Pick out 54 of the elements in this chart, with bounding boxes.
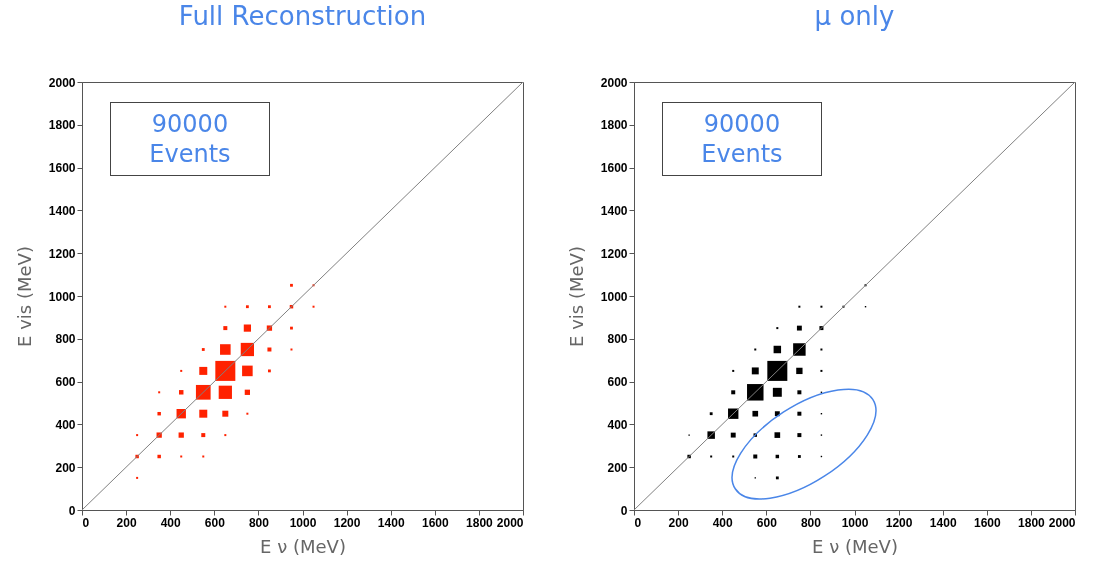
- y-tick-label: 1800: [600, 118, 628, 133]
- y-tick-label: 2000: [48, 75, 76, 90]
- y-tick-label: 200: [607, 460, 628, 475]
- y-tick-label: 1400: [48, 203, 76, 218]
- x-tick-label: 400: [712, 515, 734, 530]
- x-tick-label: 400: [160, 515, 182, 530]
- x-tick-label: 2000: [496, 515, 524, 530]
- x-tick-label: 1800: [466, 515, 494, 530]
- x-tick-label: 1400: [929, 515, 957, 530]
- annotation: Events: [149, 139, 231, 169]
- y-tick-label: 1000: [48, 289, 76, 304]
- x-tick-label: 1600: [421, 515, 449, 530]
- y-tick-label: 0: [620, 503, 628, 518]
- y-tick-label: 800: [55, 332, 76, 347]
- y-tick-label: 600: [55, 375, 76, 390]
- x-tick-label: 1200: [885, 515, 913, 530]
- x-tick-label: 200: [116, 515, 137, 530]
- x-tick-label: 800: [248, 515, 270, 530]
- y-tick-label: 0: [68, 503, 76, 518]
- annotation: Events: [701, 139, 783, 169]
- x-tick-label: 1200: [333, 515, 361, 530]
- y-tick-label: 2000: [600, 75, 628, 90]
- x-tick-label: 0: [634, 515, 642, 530]
- y-axis-title: E vis (MeV): [565, 246, 587, 347]
- x-tick-label: 2000: [1048, 515, 1076, 530]
- x-tick-label: 1600: [973, 515, 1001, 530]
- y-tick-label: 400: [55, 417, 76, 432]
- x-tick-label: 600: [756, 515, 778, 530]
- x-tick-label: 1000: [841, 515, 869, 530]
- chart-title: Full Reconstruction: [178, 1, 427, 31]
- y-tick-label: 1800: [48, 118, 76, 133]
- y-tick-label: 1400: [600, 203, 628, 218]
- y-tick-label: 600: [607, 375, 628, 390]
- x-tick-label: 600: [204, 515, 226, 530]
- y-axis-title: E vis (MeV): [13, 246, 35, 347]
- y-tick-label: 800: [607, 332, 628, 347]
- y-tick-label: 1200: [600, 246, 628, 261]
- x-axis-title: E ν (MeV): [812, 535, 898, 557]
- x-tick-label: 1800: [1018, 515, 1046, 530]
- x-axis-title: E ν (MeV): [260, 535, 346, 557]
- x-tick-label: 1400: [377, 515, 405, 530]
- x-tick-label: 1000: [289, 515, 317, 530]
- annotation: 90000: [703, 109, 781, 139]
- x-tick-label: 200: [668, 515, 689, 530]
- y-tick-label: 200: [55, 460, 76, 475]
- x-tick-label: 800: [800, 515, 822, 530]
- y-tick-label: 1600: [600, 161, 628, 176]
- y-tick-label: 400: [607, 417, 628, 432]
- annotation: 90000: [151, 109, 229, 139]
- x-tick-label: 0: [82, 515, 90, 530]
- y-tick-label: 1200: [48, 246, 76, 261]
- chart-title: μ only: [814, 1, 895, 31]
- y-tick-label: 1600: [48, 161, 76, 176]
- y-tick-label: 1000: [600, 289, 628, 304]
